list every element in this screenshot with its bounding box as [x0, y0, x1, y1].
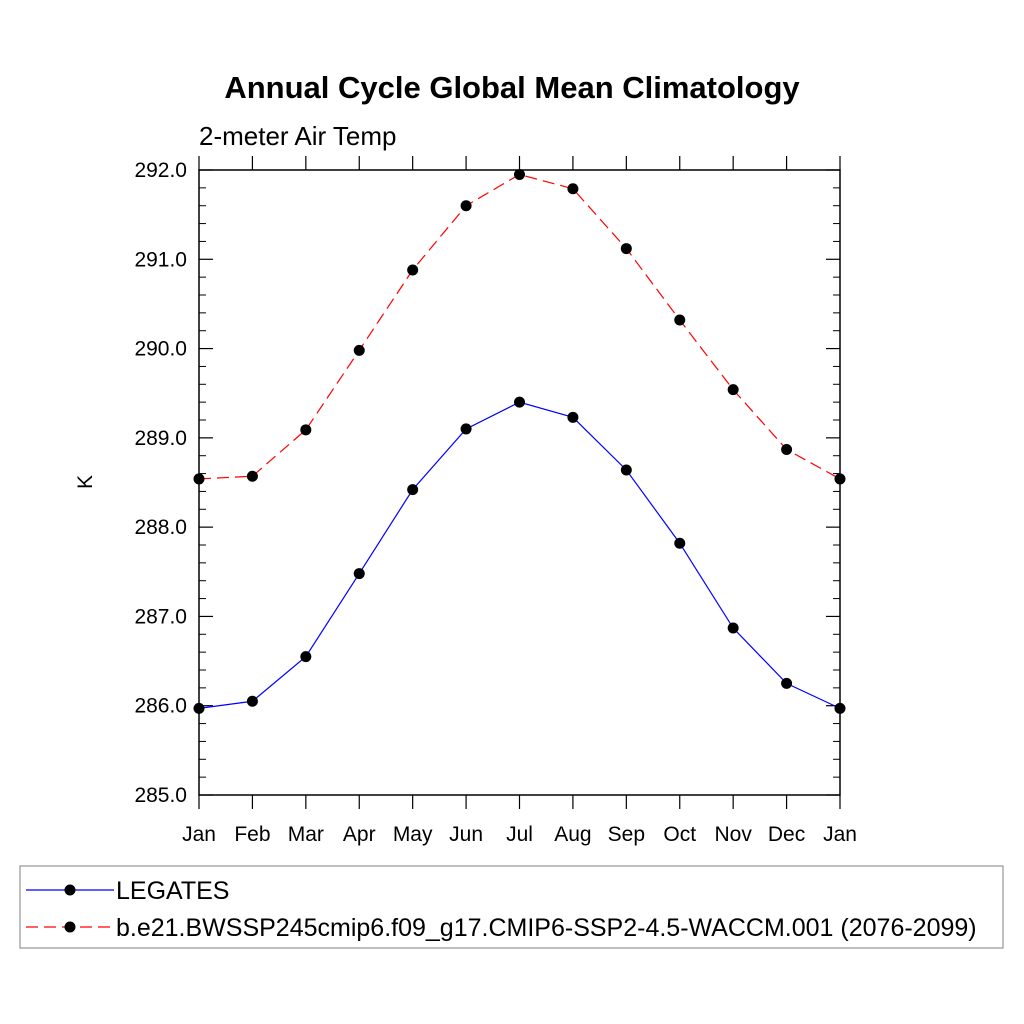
- x-tick-label: Apr: [343, 823, 376, 846]
- data-point-series-0: [407, 484, 419, 496]
- x-tick-label: Jan: [182, 823, 216, 846]
- y-tick-label: 291.0: [134, 248, 187, 271]
- chart-title: Annual Cycle Global Mean Climatology: [224, 70, 800, 105]
- series-line-0: [198, 401, 841, 709]
- x-tick-label: Jul: [506, 823, 533, 846]
- data-point-series-1: [781, 443, 793, 455]
- data-point-series-1: [834, 473, 846, 485]
- plot-frame: [198, 169, 841, 796]
- x-tick-label: Nov: [714, 823, 752, 846]
- legend-label-1: b.e21.BWSSP245cmip6.f09_g17.CMIP6-SSP2-4…: [116, 914, 977, 942]
- data-point-series-1: [727, 384, 739, 396]
- data-point-series-1: [567, 183, 579, 195]
- data-point-series-0: [193, 702, 205, 714]
- y-tick-label: 288.0: [134, 516, 187, 539]
- x-tick-label: Jan: [823, 823, 857, 846]
- series-layer: [193, 168, 846, 714]
- data-point-series-0: [781, 677, 793, 689]
- y-tick-label: 285.0: [134, 784, 187, 807]
- legend: LEGATES b.e21.BWSSP245cmip6.f09_g17.CMIP6…: [19, 865, 1004, 949]
- axis-ticks: 285.0 286.0 287.0 288.0 289.0 290.0 291.0 292.0…: [134, 156, 857, 846]
- data-point-series-0: [246, 695, 258, 707]
- y-tick-label: 289.0: [134, 427, 187, 450]
- x-tick-label: May: [393, 823, 433, 846]
- data-point-series-0: [674, 537, 686, 549]
- data-point-series-0: [834, 702, 846, 714]
- data-point-series-1: [514, 168, 525, 180]
- chart-subtitle: 2-meter Air Temp: [199, 121, 396, 151]
- data-point-series-1: [407, 264, 419, 276]
- data-point-series-0: [353, 568, 365, 580]
- y-tick-label: 292.0: [134, 159, 187, 182]
- legend-marker-0: [64, 884, 76, 896]
- data-point-series-0: [620, 464, 632, 476]
- series-line-1: [198, 173, 841, 480]
- legend-box: [19, 865, 1004, 949]
- y-tick-label: 290.0: [134, 338, 187, 361]
- data-point-series-1: [300, 424, 312, 436]
- data-point-series-0: [460, 423, 472, 435]
- data-point-series-1: [674, 314, 686, 326]
- y-tick-label: 287.0: [134, 605, 187, 628]
- data-point-series-0: [514, 396, 525, 408]
- x-tick-label: Aug: [554, 823, 591, 846]
- x-tick-label: Oct: [663, 823, 696, 846]
- x-tick-label: Feb: [234, 823, 270, 846]
- legend-marker-1: [64, 921, 76, 933]
- data-point-series-0: [300, 651, 312, 663]
- data-point-series-0: [567, 411, 579, 423]
- y-tick-label: 286.0: [134, 695, 187, 718]
- data-point-series-0: [727, 622, 739, 634]
- x-tick-label: Jun: [449, 823, 483, 846]
- x-tick-label: Mar: [288, 823, 324, 846]
- data-point-series-1: [246, 470, 258, 482]
- data-point-series-1: [353, 344, 365, 356]
- y-axis-label: K: [74, 475, 97, 489]
- data-point-series-1: [193, 473, 205, 485]
- data-point-series-1: [620, 243, 632, 255]
- legend-label-0: LEGATES: [116, 877, 229, 905]
- x-tick-label: Dec: [768, 823, 805, 846]
- x-tick-label: Sep: [608, 823, 645, 846]
- data-point-series-1: [460, 200, 472, 212]
